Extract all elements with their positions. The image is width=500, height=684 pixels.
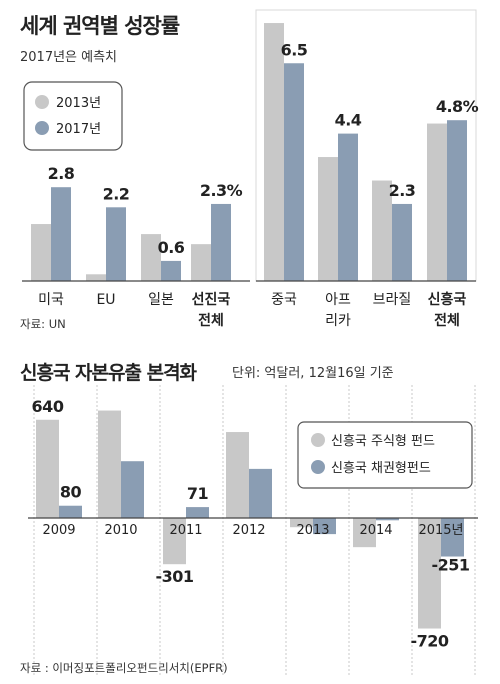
chart1-bar-3-0 (191, 244, 211, 281)
chart1-category-label-0-0: 미국 (38, 292, 64, 308)
chart2-bar-0-0 (36, 419, 59, 518)
chart2-legend-label-0: 신흥국 주식형 펀드 (331, 434, 435, 449)
chart2-value-label-5: -251 (431, 556, 469, 575)
chart2-bar-0-1 (59, 505, 82, 518)
chart2-unit-note: 단위: 억달러, 12월16일 기준 (232, 366, 394, 381)
chart2-bar-1-1 (121, 461, 144, 518)
chart1-category-label-7-1: 전체 (434, 312, 460, 329)
chart2-bar-2-0 (163, 518, 186, 565)
chart1-bar-7-0 (427, 123, 447, 281)
chart1-category-label-4-0: 중국 (271, 292, 297, 308)
chart2-value-label-2: -301 (155, 567, 193, 586)
chart2-category-label-2: 2011 (169, 523, 202, 538)
chart1-bar-6-0 (372, 180, 392, 281)
chart1-bar-1-0 (86, 274, 106, 281)
chart1-bar-4-1 (284, 63, 304, 281)
chart2-legend-swatch-1 (311, 460, 325, 474)
chart1-legend-label-1: 2017년 (56, 122, 101, 137)
chart1-category-label-3-0: 선진국 (192, 291, 231, 308)
chart2-bar-3-0 (226, 432, 249, 518)
chart2-bar-6-1 (441, 518, 464, 557)
chart2-value-label-3: 71 (187, 484, 209, 503)
chart2-value-label-0: 640 (32, 397, 64, 416)
chart2-category-label-6: 2015년 (418, 523, 463, 538)
chart1-category-label-7-0: 신흥국 (428, 291, 467, 308)
chart2-bar-5-1 (376, 518, 399, 521)
chart2-bar-1-0 (98, 410, 121, 518)
chart2-category-label-5: 2014 (359, 523, 392, 538)
chart2-bar-2-1 (186, 507, 209, 518)
chart1-source: 자료: UN (20, 317, 66, 331)
chart1-category-label-2-0: 일본 (148, 292, 174, 308)
chart1-bar-3-1 (211, 203, 231, 281)
chart1-bar-7-1 (447, 120, 467, 281)
chart1-category-label-3-1: 전체 (198, 312, 224, 329)
chart1-category-label-6-0: 브라질 (373, 292, 412, 308)
chart1-legend-label-0: 2013년 (56, 96, 101, 111)
chart1-value-label-4: 6.5 (281, 40, 308, 59)
chart1-category-label-1-0: EU (96, 292, 115, 308)
chart1-value-label-6: 2.3 (389, 181, 416, 200)
chart2-category-label-4: 2013 (296, 523, 329, 538)
chart2-bar-4-0 (290, 518, 313, 528)
chart1-bar-6-1 (392, 203, 412, 281)
chart1-value-label-3: 2.3% (200, 181, 243, 200)
chart2-legend-label-1: 신흥국 채권형펀드 (331, 461, 431, 476)
chart1-legend-box (23, 81, 123, 151)
chart2-value-label-1: 80 (60, 483, 82, 502)
chart1-bar-2-0 (141, 234, 161, 281)
chart1-bar-1-1 (106, 207, 126, 281)
chart1-legend-swatch-0 (35, 95, 49, 109)
chart1-subtitle: 2017년은 예측치 (20, 50, 118, 65)
chart2-source: 자료 : 이머징포트폴리오펀드리서치(EPFR) (20, 661, 228, 675)
chart1-legend-swatch-1 (35, 121, 49, 135)
chart2-legend-box (297, 421, 473, 489)
chart1-value-label-1: 2.2 (103, 184, 130, 203)
chart1-category-label-5-1: 리카 (325, 313, 351, 329)
chart2-bar-3-1 (249, 468, 272, 518)
chart1-category-label-5-0: 아프 (325, 292, 351, 308)
chart1-value-label-2: 0.6 (158, 238, 185, 257)
chart2-bar-5-0 (353, 518, 376, 548)
chart1-title: 세계 권역별 성장률 (20, 14, 180, 38)
chart2-legend-swatch-0 (311, 433, 325, 447)
chart1-value-label-7: 4.8% (436, 97, 479, 116)
chart2-title: 신흥국 자본유출 본격화 (20, 362, 197, 384)
chart1-value-label-5: 4.4 (335, 111, 362, 130)
chart2-bar-4-1 (313, 518, 336, 535)
chart1-bar-2-1 (161, 260, 181, 281)
chart1-bar-0-0 (31, 224, 51, 281)
chart2-category-label-1: 2010 (104, 523, 137, 538)
chart2-category-label-3: 2012 (232, 523, 265, 538)
chart2-category-label-0: 2009 (42, 523, 75, 538)
chart1-bar-5-0 (318, 157, 338, 281)
chart1-value-label-0: 2.8 (48, 164, 75, 183)
chart2-value-label-4: -720 (410, 632, 448, 651)
chart1-bar-4-0 (264, 23, 284, 282)
chart1-bar-0-1 (51, 187, 71, 281)
chart2-bar-6-0 (418, 518, 441, 629)
chart1-bar-5-1 (338, 133, 358, 281)
